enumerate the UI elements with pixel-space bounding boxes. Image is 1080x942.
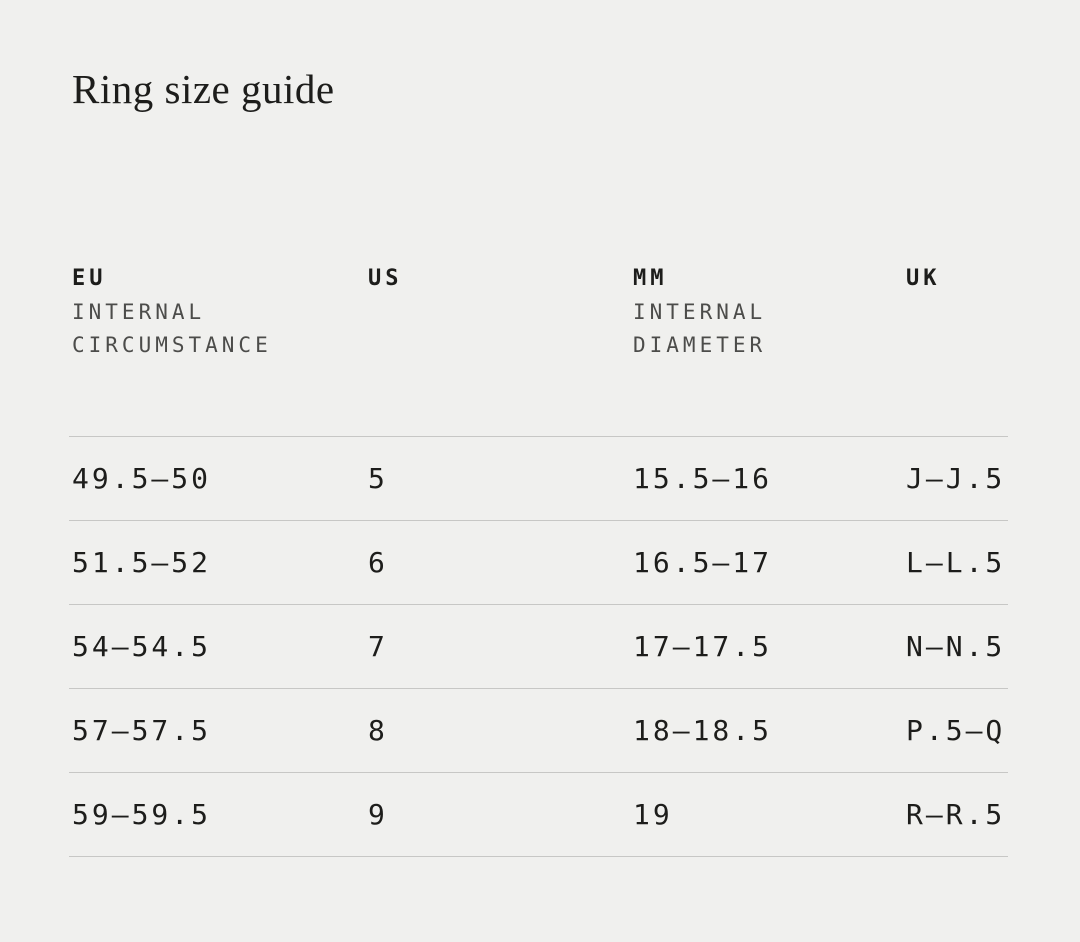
cell-us: 7 (368, 630, 388, 663)
column-label-eu: EU (72, 266, 107, 291)
column-header-eu: EU INTERNAL CIRCUMSTANCE (69, 262, 365, 362)
column-label-mm: MM (633, 266, 668, 291)
cell-uk: R—R.5 (906, 798, 1006, 831)
column-label-uk: UK (906, 266, 941, 291)
cell-eu: 54—54.5 (72, 630, 212, 663)
cell-uk: L—L.5 (906, 546, 1006, 579)
cell-uk: N—N.5 (906, 630, 1006, 663)
cell-eu: 51.5—52 (72, 546, 212, 579)
cell-mm: 15.5—16 (633, 462, 773, 495)
cell-us: 9 (368, 798, 388, 831)
cell-uk: J—J.5 (906, 462, 1006, 495)
table-row: 54—54.5 7 17—17.5 N—N.5 (69, 604, 1008, 688)
cell-us: 8 (368, 714, 388, 747)
column-sublabel-mm: INTERNAL DIAMETER (633, 300, 767, 357)
cell-mm: 17—17.5 (633, 630, 773, 663)
page-title: Ring size guide (72, 66, 335, 112)
column-header-uk: UK (903, 262, 1008, 362)
table-row: 59—59.5 9 19 R—R.5 (69, 772, 1008, 856)
cell-eu: 59—59.5 (72, 798, 212, 831)
column-label-us: US (368, 266, 403, 291)
table-header-row: EU INTERNAL CIRCUMSTANCE US MM INTERNAL … (69, 262, 1008, 362)
cell-eu: 57—57.5 (72, 714, 212, 747)
column-header-mm: MM INTERNAL DIAMETER (630, 262, 903, 362)
cell-us: 6 (368, 546, 388, 579)
cell-eu: 49.5—50 (72, 462, 212, 495)
table-row: 49.5—50 5 15.5—16 J—J.5 (69, 436, 1008, 520)
cell-mm: 16.5—17 (633, 546, 773, 579)
cell-us: 5 (368, 462, 388, 495)
column-sublabel-eu: INTERNAL CIRCUMSTANCE (72, 300, 272, 357)
column-header-us: US (365, 262, 630, 362)
table-row: 51.5—52 6 16.5—17 L—L.5 (69, 520, 1008, 604)
cell-uk: P.5—Q (906, 714, 1006, 747)
table-body: 49.5—50 5 15.5—16 J—J.5 51.5—52 6 16.5—1… (69, 436, 1008, 857)
cell-mm: 18—18.5 (633, 714, 773, 747)
cell-mm: 19 (633, 798, 673, 831)
table-row: 57—57.5 8 18—18.5 P.5—Q (69, 688, 1008, 772)
